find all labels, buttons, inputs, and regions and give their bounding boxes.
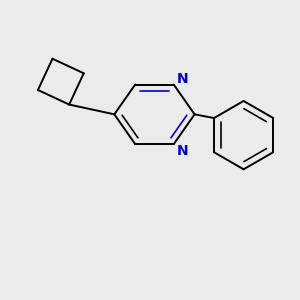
Text: N: N <box>176 72 188 86</box>
Text: N: N <box>176 144 188 158</box>
